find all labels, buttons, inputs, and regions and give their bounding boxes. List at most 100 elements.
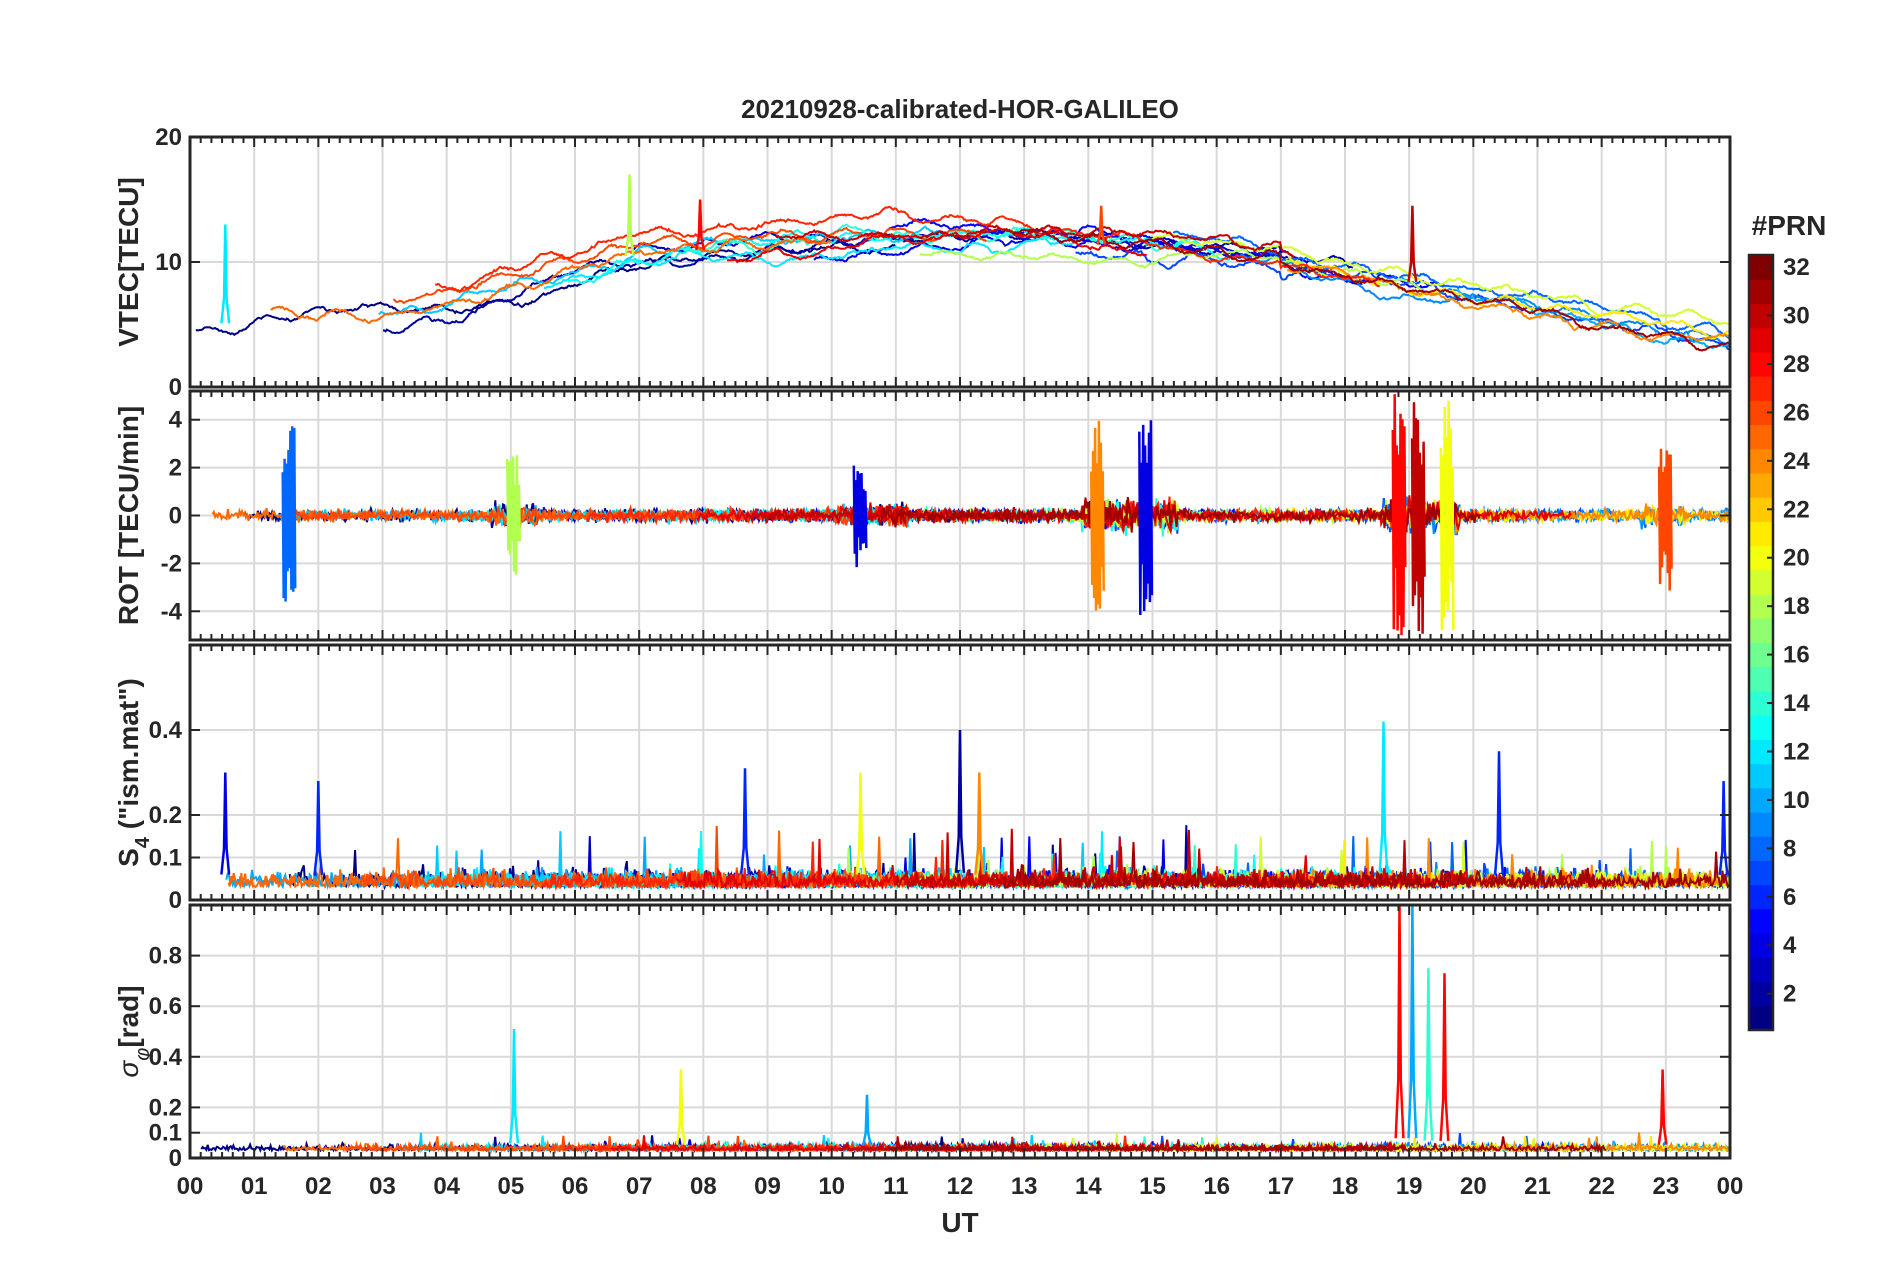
- peak-mark: [1657, 1069, 1668, 1145]
- peak-mark: [1493, 751, 1505, 874]
- peak-mark: [739, 768, 751, 875]
- panel-vtec: 0 10 20 VTEC[TECU]: [113, 124, 1732, 401]
- series-line-prn-31: [1002, 838, 1730, 892]
- burst-mark: [1439, 400, 1455, 631]
- peak-mark: [675, 1069, 686, 1145]
- colorbar-tick-label: 32: [1783, 254, 1810, 281]
- y-tick-label: 0.4: [149, 717, 183, 744]
- colorbar-tick-label: 26: [1783, 399, 1810, 426]
- y-tick-label: 0: [169, 887, 182, 914]
- y-tick-label: 0.8: [149, 943, 182, 970]
- colorbar-segment: [1749, 376, 1773, 401]
- colorbar-tick-label: 22: [1783, 496, 1810, 523]
- y-axis-label-vtec: VTEC[TECU]: [113, 177, 144, 347]
- colorbar-segment: [1749, 1005, 1773, 1031]
- colorbar-tick-label: 14: [1783, 690, 1810, 717]
- data-layer-sigma_phi: [200, 905, 1730, 1155]
- x-tick-label: 19: [1396, 1173, 1423, 1200]
- y-tick-label: 0: [169, 1145, 182, 1172]
- peak-mark: [220, 224, 231, 324]
- x-tick-label: 09: [754, 1173, 781, 1200]
- peak-mark: [954, 729, 966, 873]
- peak-mark: [861, 1094, 873, 1147]
- x-tick-label: 14: [1075, 1173, 1102, 1200]
- series-line-prn-30: [775, 224, 1295, 259]
- y-tick-label: 0.1: [149, 1120, 182, 1147]
- y-tick-label: -4: [161, 598, 183, 625]
- colorbar-segment: [1749, 279, 1773, 304]
- panel-sigma_phi: 00.10.2 0.4 0.6 0.8 σφ[rad]: [113, 903, 1732, 1172]
- colorbar-frame: [1747, 253, 1775, 1032]
- x-tick-label: 18: [1332, 1173, 1359, 1200]
- x-tick-label: 02: [305, 1173, 332, 1200]
- colorbar-segment: [1749, 618, 1773, 643]
- label-rest: [rad]: [113, 985, 144, 1047]
- y-tick-label: 0.2: [149, 1094, 182, 1121]
- peak-mark: [220, 772, 231, 875]
- peak-mark: [1407, 905, 1418, 1139]
- y-axis-label-s4: S4 ("ism.mat"): [113, 678, 154, 867]
- x-tick-label: 06: [562, 1173, 589, 1200]
- burst-mark: [506, 455, 522, 575]
- x-tick-label: 22: [1588, 1173, 1615, 1200]
- colorbar-segment: [1749, 763, 1773, 789]
- sigma: σ: [113, 1060, 144, 1078]
- burst-mark: [1657, 448, 1673, 591]
- colorbar-segment: [1749, 908, 1773, 934]
- series-line-prn-31: [1012, 227, 1730, 352]
- colorbar-segment: [1749, 812, 1773, 837]
- x-tick-label: 03: [369, 1173, 396, 1200]
- series-line-prn-25: [270, 236, 832, 325]
- x-tick-label: 23: [1652, 1173, 1679, 1200]
- x-tick-label: 08: [690, 1173, 717, 1200]
- x-tick-label: 13: [1011, 1173, 1038, 1200]
- subscript: 4: [132, 836, 154, 848]
- colorbar-segment: [1749, 472, 1773, 498]
- x-tick-label: 15: [1139, 1173, 1166, 1200]
- y-tick-label: 0.6: [149, 993, 182, 1020]
- peak-mark: [1096, 205, 1107, 245]
- y-tick-label: 0: [169, 374, 182, 401]
- label-rest: ("ism.mat"): [113, 678, 144, 837]
- burst-mark: [1138, 420, 1154, 616]
- series-line-prn-27: [434, 205, 1380, 294]
- peak-mark: [1718, 780, 1729, 875]
- y-tick-label: 2: [169, 455, 182, 482]
- peak-mark: [1439, 973, 1450, 1141]
- peak-mark: [1423, 968, 1434, 1141]
- x-tick-label: 11: [883, 1173, 908, 1200]
- colorbar-tick-label: 4: [1783, 932, 1797, 959]
- colorbar-tick-label: 28: [1783, 351, 1810, 378]
- y-tick-label: 0.1: [149, 845, 182, 872]
- panel-s4: 0 0.1 0.2 0.4S4 ("ism.mat"): [113, 643, 1732, 914]
- colorbar-tick-label: 8: [1783, 835, 1796, 862]
- data-layer-vtec: [195, 174, 1730, 352]
- series-line-prn-29: [726, 226, 1148, 264]
- y-tick-label: -2: [161, 550, 182, 577]
- colorbar-tick-label: 24: [1783, 448, 1810, 475]
- x-tick-label: 00: [1717, 1173, 1744, 1200]
- x-tick-label: 10: [818, 1173, 845, 1200]
- series-line-prn-26: [281, 504, 1011, 529]
- burst-mark: [1410, 402, 1426, 634]
- panel-rot: -4 -2 0 2 4 ROT [TECU/min]: [113, 389, 1732, 642]
- x-tick-label: 05: [497, 1173, 524, 1200]
- chart-title: 20210928-calibrated-HOR-GALILEO: [741, 94, 1179, 124]
- peak-mark: [1394, 905, 1405, 1139]
- peak-mark: [624, 174, 635, 257]
- x-tick-label: 12: [947, 1173, 974, 1200]
- burst-mark: [852, 465, 868, 568]
- series-line-prn-26: [392, 226, 987, 305]
- colorbar-segment: [1749, 666, 1773, 692]
- x-axis-label: UT: [941, 1207, 978, 1238]
- colorbar-segment: [1749, 521, 1773, 547]
- x-tick-label: 20: [1460, 1173, 1487, 1200]
- x-tick-label: 16: [1203, 1173, 1230, 1200]
- colorbar-segment: [1749, 327, 1773, 353]
- burst-mark: [1391, 394, 1407, 636]
- y-tick-label: 0.2: [149, 802, 182, 829]
- colorbar-segment: [1749, 957, 1773, 983]
